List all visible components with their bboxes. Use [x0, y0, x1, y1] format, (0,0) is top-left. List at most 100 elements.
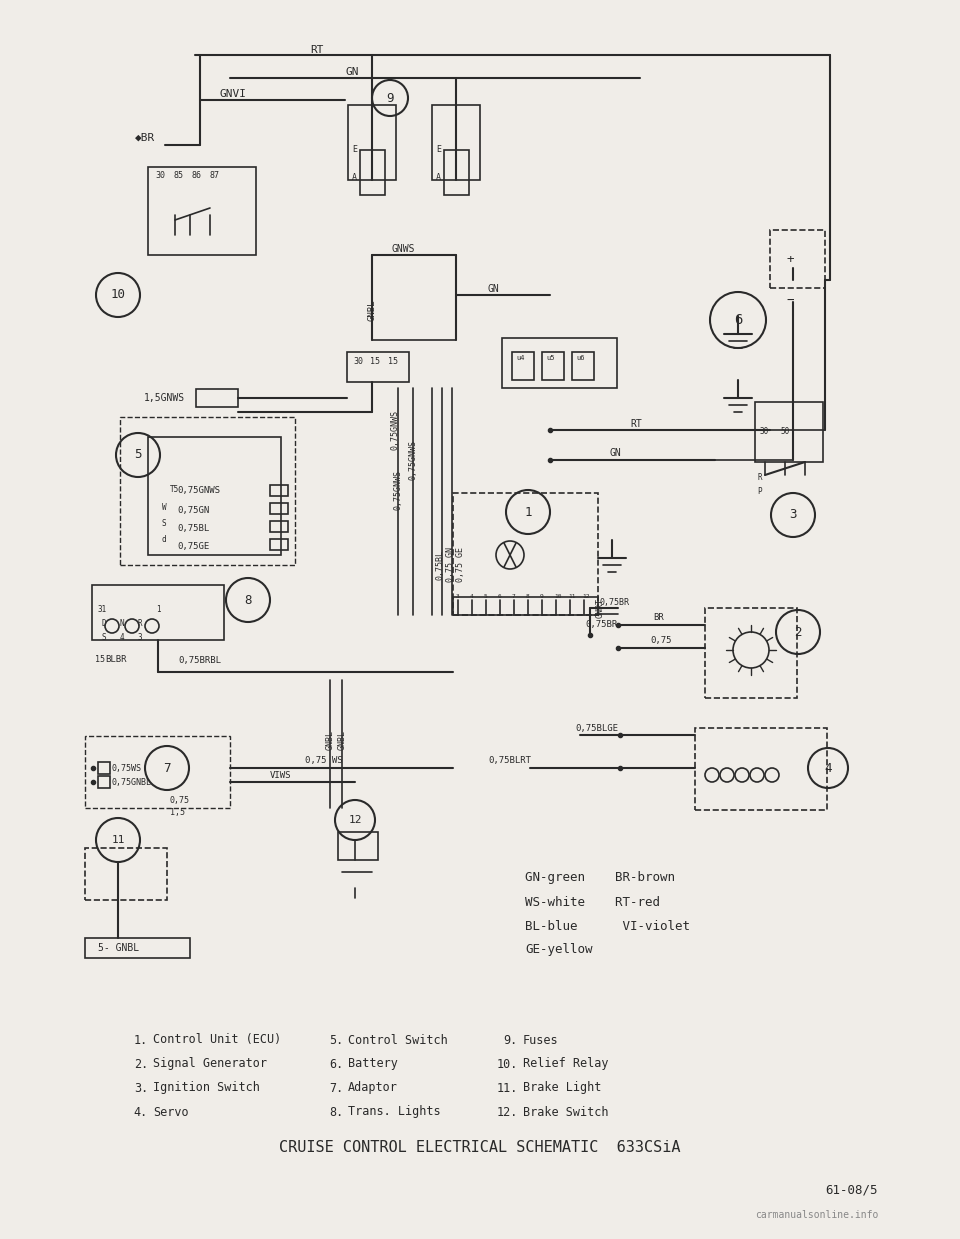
- Bar: [85, 938, 190, 958]
- Text: 2.: 2.: [133, 1058, 148, 1070]
- Text: GNVI: GNVI: [220, 89, 247, 99]
- Text: 30: 30: [353, 358, 363, 367]
- Bar: [85, 736, 230, 808]
- Text: −: −: [786, 294, 794, 306]
- Text: u6: u6: [576, 356, 585, 361]
- Text: 5: 5: [134, 449, 142, 461]
- Bar: [360, 150, 385, 195]
- Text: 86: 86: [191, 171, 201, 180]
- Text: GNBL: GNBL: [325, 730, 334, 750]
- Text: 0,75GNBL: 0,75GNBL: [112, 778, 152, 787]
- Text: 4.: 4.: [133, 1105, 148, 1119]
- Bar: [196, 389, 238, 406]
- Bar: [148, 437, 281, 555]
- Bar: [98, 762, 110, 774]
- Bar: [85, 847, 167, 900]
- Text: 2: 2: [794, 626, 802, 638]
- Text: Ignition Switch: Ignition Switch: [153, 1082, 260, 1094]
- Text: T5: T5: [170, 486, 180, 494]
- Text: 0,75GN: 0,75GN: [177, 506, 209, 514]
- Bar: [270, 522, 288, 532]
- Text: 6.: 6.: [328, 1058, 343, 1070]
- Text: E: E: [436, 145, 441, 155]
- Text: 0,75GNWS: 0,75GNWS: [391, 410, 399, 450]
- Text: 12: 12: [348, 815, 362, 825]
- Text: 0,75BL: 0,75BL: [177, 524, 209, 533]
- Bar: [270, 484, 288, 496]
- Text: 10.: 10.: [496, 1058, 518, 1070]
- Text: 50: 50: [780, 427, 789, 436]
- Text: N: N: [120, 618, 125, 627]
- Text: VIWS: VIWS: [270, 771, 292, 779]
- Text: carmanualsonline.info: carmanualsonline.info: [755, 1211, 878, 1220]
- Text: 0,75: 0,75: [170, 795, 190, 804]
- Text: 0,75GE: 0,75GE: [177, 541, 209, 550]
- Text: 0,75 GE: 0,75 GE: [455, 548, 465, 582]
- Text: 30: 30: [760, 427, 769, 436]
- Text: Relief Relay: Relief Relay: [523, 1058, 609, 1070]
- Text: 0,75BRBL: 0,75BRBL: [178, 655, 221, 664]
- Text: 0,75BL: 0,75BL: [436, 550, 444, 580]
- Text: 3: 3: [456, 593, 460, 598]
- Text: 1: 1: [524, 506, 532, 518]
- Text: 12.: 12.: [496, 1105, 518, 1119]
- Text: A: A: [352, 173, 357, 182]
- Text: 3: 3: [789, 508, 797, 522]
- Text: 8: 8: [526, 593, 530, 598]
- Text: 1,5GNWS: 1,5GNWS: [144, 393, 185, 403]
- Text: Control Unit (ECU): Control Unit (ECU): [153, 1033, 281, 1047]
- Text: 6: 6: [498, 593, 502, 598]
- Text: R: R: [757, 473, 761, 482]
- Text: 8: 8: [244, 593, 252, 607]
- Bar: [770, 230, 825, 287]
- Text: R: R: [138, 618, 143, 627]
- Text: 30: 30: [155, 171, 165, 180]
- Text: 1,5: 1,5: [170, 808, 185, 817]
- Text: u5: u5: [546, 356, 555, 361]
- Text: 9.: 9.: [504, 1033, 518, 1047]
- Text: S: S: [102, 633, 107, 643]
- Text: 0,75GNWS: 0,75GNWS: [409, 440, 418, 479]
- Text: 15: 15: [388, 358, 398, 367]
- Text: 61-08/5: 61-08/5: [826, 1183, 878, 1197]
- Text: Adaptor: Adaptor: [348, 1082, 397, 1094]
- Text: 0,75: 0,75: [650, 637, 671, 646]
- Bar: [348, 105, 396, 180]
- Text: Signal Generator: Signal Generator: [153, 1058, 267, 1070]
- Text: W: W: [162, 503, 167, 512]
- Text: GN: GN: [488, 284, 500, 294]
- Text: GNRT: GNRT: [595, 598, 605, 618]
- Text: GN-green    BR-brown: GN-green BR-brown: [525, 871, 675, 885]
- Bar: [705, 608, 797, 698]
- Text: 87: 87: [209, 171, 219, 180]
- Text: 12: 12: [582, 593, 589, 598]
- Text: Fuses: Fuses: [523, 1033, 559, 1047]
- Text: 3: 3: [138, 633, 143, 643]
- Text: Trans. Lights: Trans. Lights: [348, 1105, 441, 1119]
- Text: 10: 10: [554, 593, 562, 598]
- Bar: [270, 503, 288, 514]
- Text: WS-white    RT-red: WS-white RT-red: [525, 896, 660, 908]
- Text: RT: RT: [630, 419, 641, 429]
- Text: 11.: 11.: [496, 1082, 518, 1094]
- Text: Servo: Servo: [153, 1105, 188, 1119]
- Text: GN: GN: [345, 67, 358, 77]
- Text: Brake Light: Brake Light: [523, 1082, 601, 1094]
- Text: 0,75GNWS: 0,75GNWS: [394, 470, 402, 510]
- Text: 7: 7: [512, 593, 516, 598]
- Text: BL-blue      VI-violet: BL-blue VI-violet: [525, 919, 690, 933]
- Text: E: E: [352, 145, 357, 155]
- Bar: [347, 352, 409, 382]
- Text: 5- GNBL: 5- GNBL: [98, 943, 139, 953]
- Text: 10: 10: [110, 289, 126, 301]
- Text: ◆BR: ◆BR: [135, 133, 156, 142]
- Text: P: P: [757, 487, 761, 497]
- Bar: [453, 597, 598, 615]
- Text: 1.: 1.: [133, 1033, 148, 1047]
- Text: 0,75GNWS: 0,75GNWS: [177, 486, 220, 494]
- Text: 3.: 3.: [133, 1082, 148, 1094]
- Text: 5.: 5.: [328, 1033, 343, 1047]
- Text: S: S: [162, 518, 167, 528]
- Text: RT: RT: [310, 45, 324, 55]
- Text: +: +: [786, 254, 794, 266]
